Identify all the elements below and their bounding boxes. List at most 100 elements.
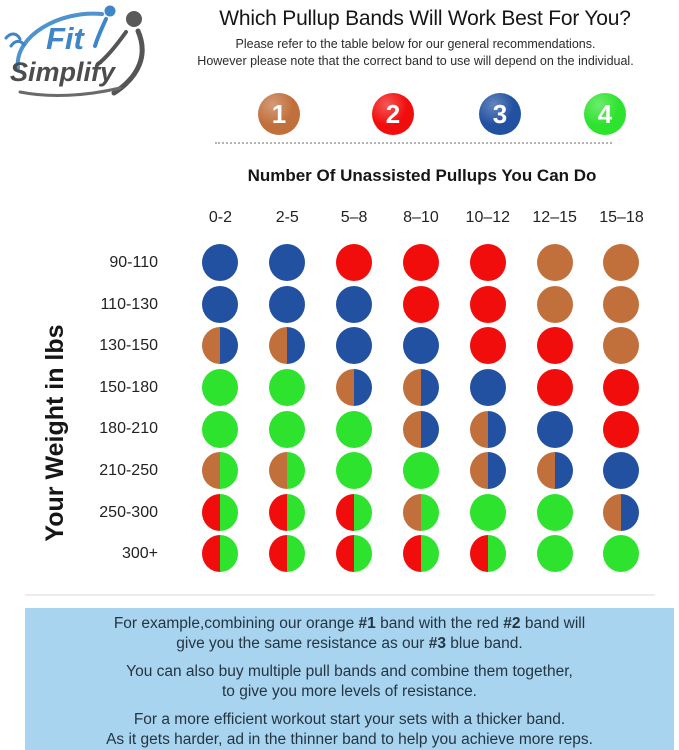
band-cell [588,408,655,450]
row-label: 180-210 [99,420,158,438]
band-circle-red [402,285,439,323]
band-circle-green [536,535,573,573]
band-cell [454,450,521,492]
band-cell [321,284,388,326]
band-cell [521,325,588,367]
band-cell [388,242,455,284]
band-circle-orange [536,285,573,323]
fit-simplify-logo: Fit Simplify [2,2,174,100]
band-cell [454,284,521,326]
band-cell [187,408,254,450]
band-cell [254,450,321,492]
band-cell [521,492,588,534]
band-circle-green [336,410,373,448]
band-circle-orange [603,244,640,282]
band-circle-orange [536,244,573,282]
column-header: 10–12 [465,209,511,226]
band-circle-blue [536,410,573,448]
band-circle-green [202,410,239,448]
row-label: 300+ [121,545,158,563]
grid-row: 300+ [0,533,679,575]
column-header: 5–8 [340,209,368,226]
band-cell [454,408,521,450]
band-cell [321,408,388,450]
band-circle-blue [269,244,306,282]
band-circle-orange-green [269,452,306,490]
band-circle-red [402,244,439,282]
row-cells [187,408,655,450]
band-cell [454,367,521,409]
band-cell [254,284,321,326]
row-cells [187,284,655,326]
band-circle-green [269,410,306,448]
band-cell [521,450,588,492]
notes-paragraphs: For example,combining our orange #1 band… [25,614,674,750]
row-label: 210-250 [99,461,158,479]
logo-gray-figure-head-icon [126,11,142,27]
row-cells [187,492,655,534]
band-circle-red [469,285,506,323]
band-circle-blue [402,327,439,365]
band-circle-red-green [336,493,373,531]
grid-row: 110-130 [0,284,679,326]
band-cell [321,533,388,575]
band-cell [254,533,321,575]
note-line: For a more efficient workout start your … [133,711,566,728]
band-circle-green [469,493,506,531]
band-circle-orange-green [202,452,239,490]
band-circle-red-green [202,535,239,573]
band-cell [254,367,321,409]
note-line: give you the same resistance as our #3 b… [176,635,523,652]
grid-row: 250-300 [0,492,679,534]
band-circle-green [402,452,439,490]
band-cell [588,325,655,367]
legend-band-red: 2 [372,93,414,135]
band-cell [187,284,254,326]
band-circle-green [202,369,239,407]
band-circle-orange-green [402,493,439,531]
logo-word-simplify: Simplify [10,57,117,87]
band-circle-orange-blue [269,327,306,365]
band-cell [254,325,321,367]
band-cell [588,533,655,575]
band-circle-green [336,452,373,490]
logo-gray-arm [96,30,128,66]
band-circle-red [536,369,573,407]
band-cell [588,284,655,326]
row-label: 90-110 [109,254,158,271]
band-cell [388,492,455,534]
band-cell [521,284,588,326]
grid-row: 150-180 [0,367,679,409]
note-line: to give you more levels of resistance. [221,683,477,700]
band-cell [187,492,254,534]
legend-band-blue: 3 [479,93,521,135]
band-circle-orange-blue [336,369,373,407]
band-circle-red-green [469,535,506,573]
band-cell [388,408,455,450]
logo-blue-figure-head-icon [104,5,116,17]
grid-row: 90-110 [0,242,679,284]
dotted-divider [215,142,612,144]
band-cell [454,492,521,534]
band-circle-blue [202,244,239,282]
row-label: 250-300 [99,503,158,521]
band-cell [588,492,655,534]
band-cell [187,325,254,367]
band-cell [254,408,321,450]
band-circle-blue [202,285,239,323]
band-circle-red-green [336,535,373,573]
band-circle-orange [603,327,640,365]
column-header: 15–18 [599,209,644,226]
band-cell [588,450,655,492]
band-circle-orange-blue [469,410,506,448]
band-circle-red [603,410,640,448]
subtitle-line-2: However please note that the correct ban… [197,54,634,68]
band-circle-red [336,244,373,282]
band-cell [521,408,588,450]
band-circle-orange-blue [469,452,506,490]
grid-row: 130-150 [0,325,679,367]
logo-blue-figure-body [93,17,108,48]
logo-underline-swoosh [18,86,122,97]
note-line: You can also buy multiple pull bands and… [126,663,573,680]
band-cell [187,450,254,492]
